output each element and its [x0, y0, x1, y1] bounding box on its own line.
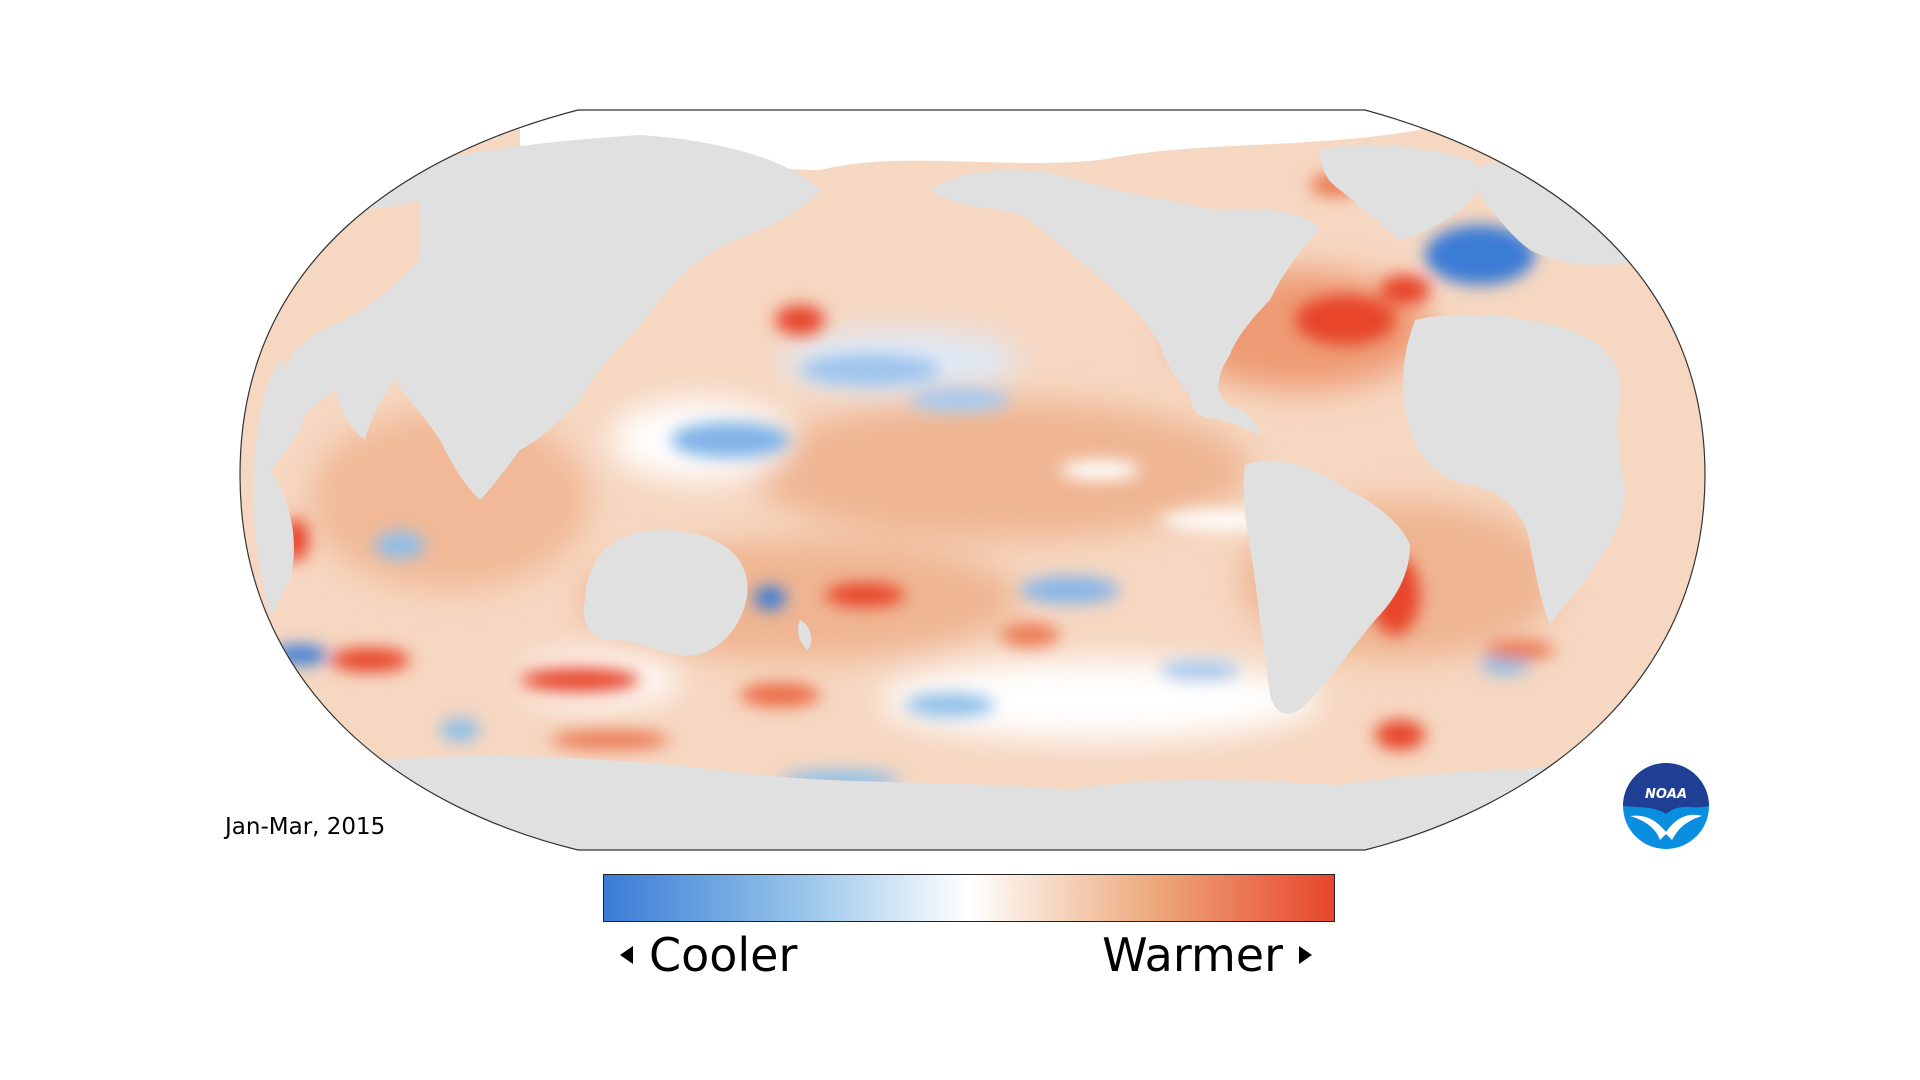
noaa-logo-icon: NOAA	[1623, 763, 1709, 849]
period-label: Jan-Mar, 2015	[225, 814, 386, 840]
triangle-left-icon	[620, 946, 633, 964]
cooler-label: Cooler	[649, 928, 798, 982]
svg-text:NOAA: NOAA	[1645, 787, 1687, 802]
legend-cooler: Cooler	[620, 928, 797, 982]
legend-warmer: Warmer	[1102, 928, 1312, 982]
triangle-right-icon	[1299, 946, 1312, 964]
map-outline	[239, 109, 1706, 851]
anomaly-colorbar	[603, 874, 1335, 922]
warmer-label: Warmer	[1102, 928, 1283, 982]
